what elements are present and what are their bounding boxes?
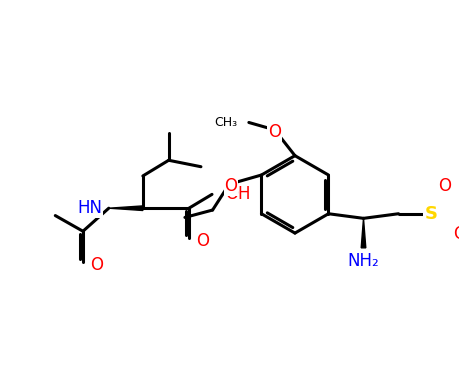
Text: HN: HN [77, 199, 102, 217]
Polygon shape [360, 218, 365, 248]
Text: CH₃: CH₃ [214, 116, 237, 129]
Text: O: O [437, 177, 450, 195]
Text: O: O [90, 256, 103, 275]
Text: O: O [196, 232, 209, 250]
Polygon shape [108, 206, 143, 211]
Text: OH: OH [224, 186, 250, 203]
Text: NH₂: NH₂ [347, 252, 379, 270]
Text: S: S [423, 205, 437, 223]
Text: O: O [224, 177, 237, 195]
Text: O: O [268, 123, 280, 141]
Text: O: O [452, 225, 459, 243]
